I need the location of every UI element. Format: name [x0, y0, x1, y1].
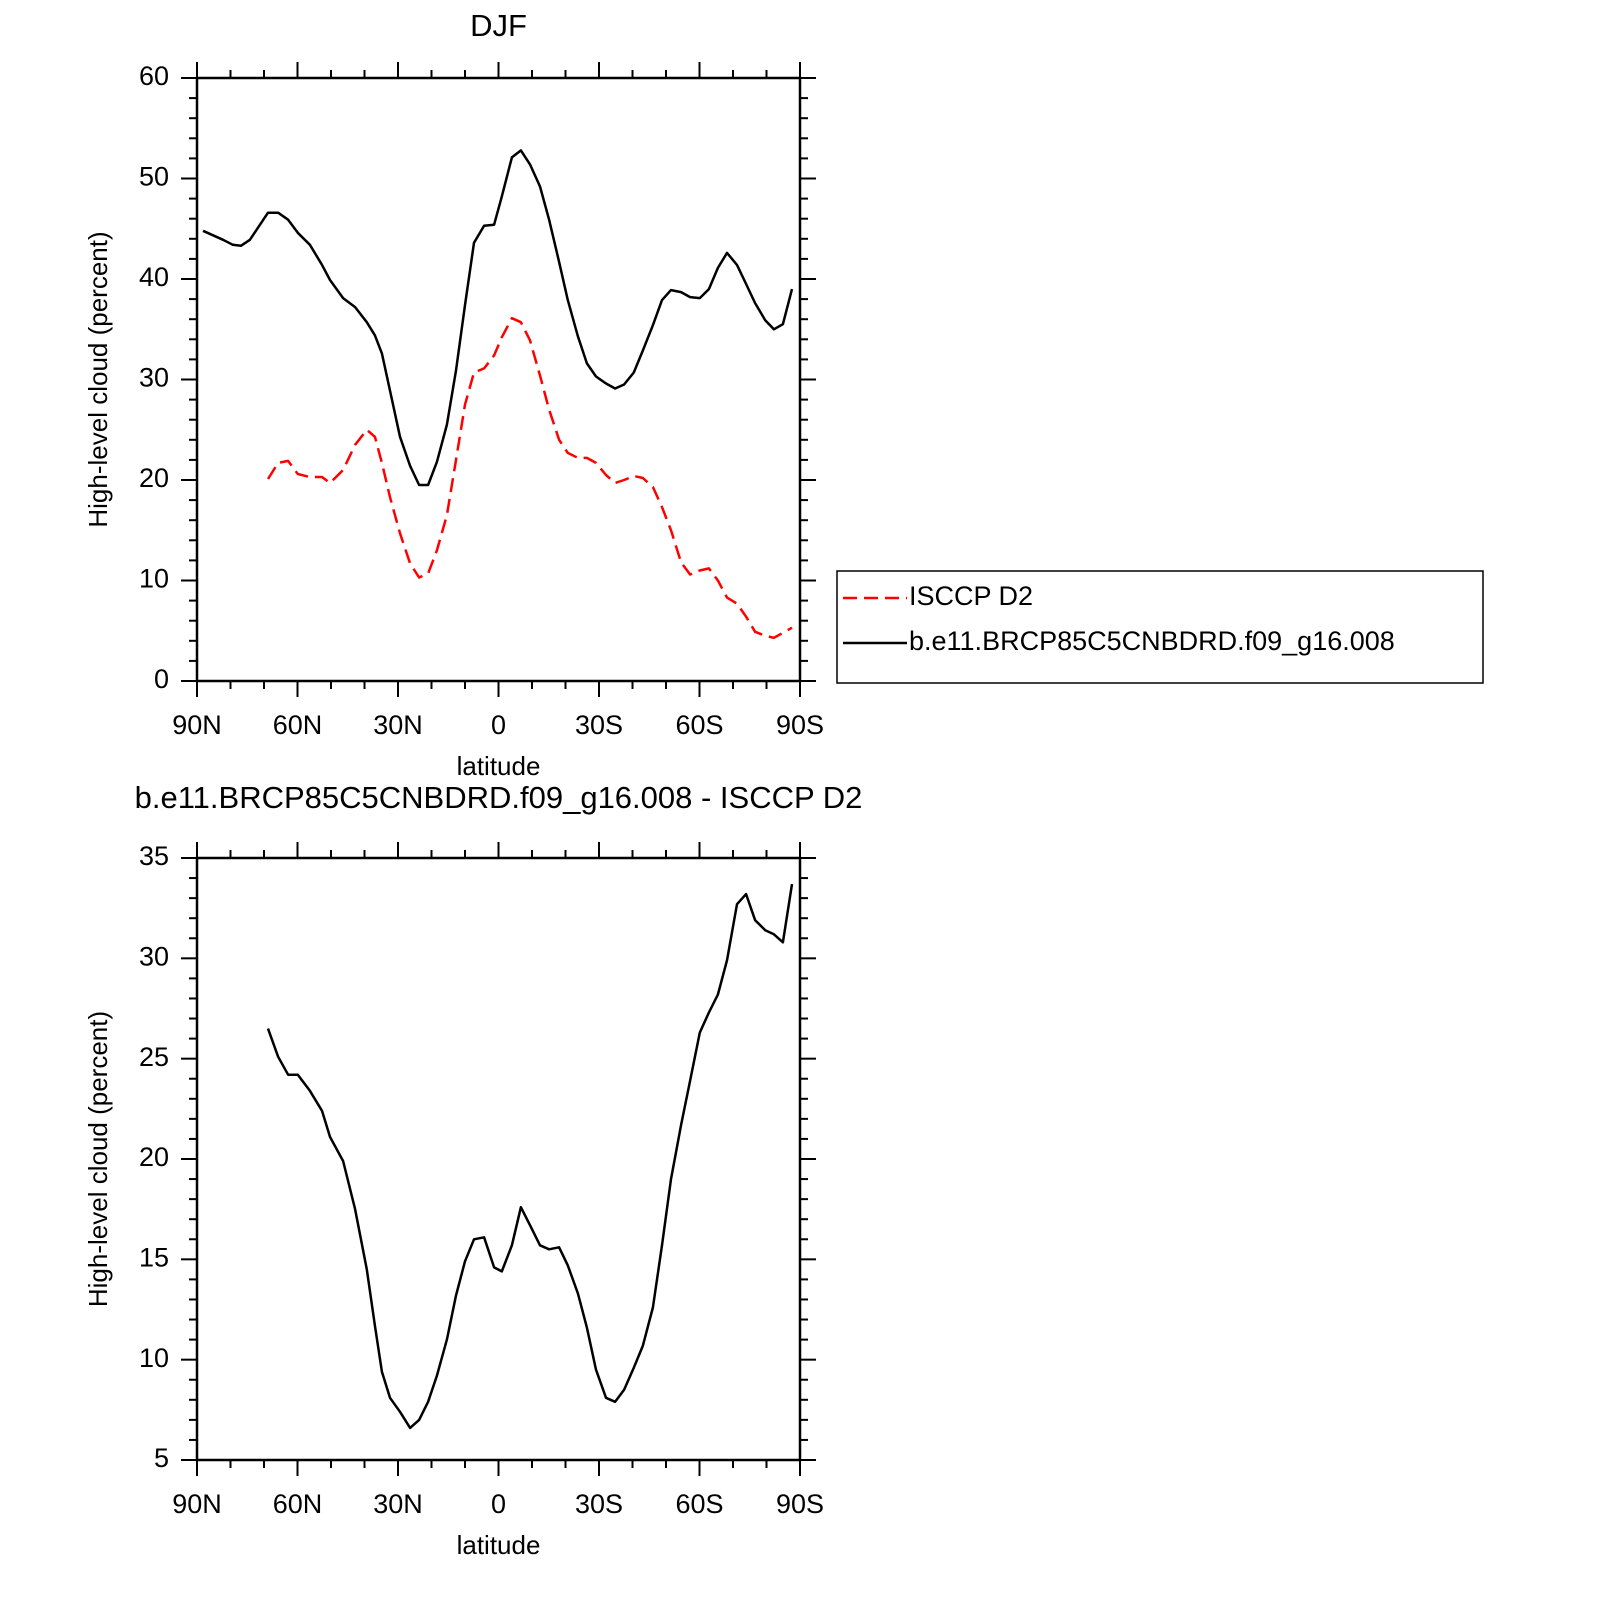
x-tick-label: 0 — [491, 710, 506, 740]
x-tick-label: 60S — [675, 710, 723, 740]
y-axis-label: High-level cloud (percent) — [83, 1011, 113, 1307]
y-tick-label: 15 — [139, 1242, 169, 1272]
x-tick-label: 0 — [491, 1489, 506, 1519]
x-tick-label: 60S — [675, 1489, 723, 1519]
x-tick-label: 60N — [273, 710, 323, 740]
y-tick-label: 20 — [139, 463, 169, 493]
y-tick-label: 35 — [139, 841, 169, 871]
y-tick-label: 30 — [139, 941, 169, 971]
y-tick-label: 40 — [139, 262, 169, 292]
x-tick-label: 90N — [172, 710, 222, 740]
x-tick-label: 90S — [776, 710, 824, 740]
y-tick-label: 60 — [139, 61, 169, 91]
legend: ISCCP D2 b.e11.BRCP85C5CNBDRD.f09_g16.008 — [836, 570, 1484, 684]
y-tick-label: 5 — [154, 1443, 169, 1473]
plot-frame — [195, 856, 802, 1462]
x-tick-label: 60N — [273, 1489, 323, 1519]
y-tick-label: 10 — [139, 564, 169, 594]
y-tick-label: 0 — [154, 664, 169, 694]
x-tick-label: 30S — [575, 1489, 623, 1519]
plot-frame — [195, 76, 802, 683]
x-axis-label: latitude — [457, 1530, 541, 1560]
x-tick-label: 30N — [373, 1489, 423, 1519]
x-tick-label: 30S — [575, 710, 623, 740]
chart-title: b.e11.BRCP85C5CNBDRD.f09_g16.008 - ISCCP… — [135, 780, 863, 815]
y-tick-label: 20 — [139, 1142, 169, 1172]
legend-label: b.e11.BRCP85C5CNBDRD.f09_g16.008 — [909, 626, 1395, 656]
x-tick-label: 90S — [776, 1489, 824, 1519]
x-axis-label: latitude — [457, 751, 541, 781]
y-tick-label: 30 — [139, 363, 169, 393]
legend-label: ISCCP D2 — [909, 581, 1033, 611]
y-tick-label: 10 — [139, 1343, 169, 1373]
y-tick-label: 25 — [139, 1042, 169, 1072]
series-line — [202, 149, 794, 487]
y-axis-label: High-level cloud (percent) — [83, 231, 113, 527]
series-line — [266, 316, 793, 640]
legend-box — [836, 570, 1484, 684]
x-tick-label: 30N — [373, 710, 423, 740]
series-line — [266, 883, 794, 1430]
x-tick-label: 90N — [172, 1489, 222, 1519]
y-tick-label: 50 — [139, 162, 169, 192]
chart-title: DJF — [470, 8, 527, 43]
